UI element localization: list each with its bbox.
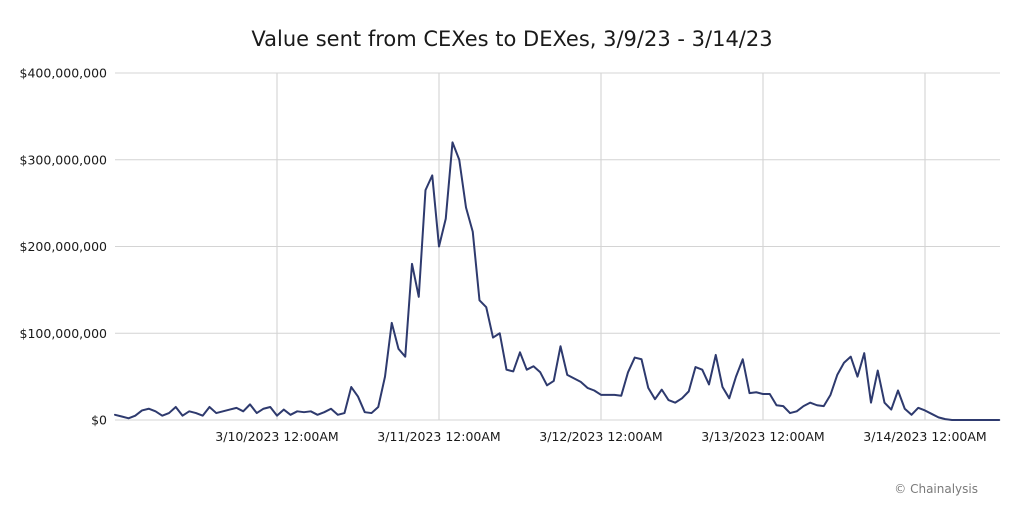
y-tick-label-0: $0 [91,413,107,428]
series-line [114,141,1001,421]
x-tick-label-3: 3/13/2023 12:00AM [701,429,824,444]
y-tick-label-2: $200,000,000 [20,239,108,254]
y-tick-label-1: $100,000,000 [20,326,108,341]
horizontal-gridlines [115,72,1000,421]
chart-title: Value sent from CEXes to DEXes, 3/9/23 -… [251,27,772,51]
x-tick-label-2: 3/12/2023 12:00AM [539,429,662,444]
x-tick-label-1: 3/11/2023 12:00AM [377,429,500,444]
x-tick-label-4: 3/14/2023 12:00AM [863,429,986,444]
y-tick-label-4: $400,000,000 [20,66,108,81]
x-axis-tick-labels: 3/10/2023 12:00AM 3/11/2023 12:00AM 3/12/2… [215,429,986,444]
x-tick-label-0: 3/10/2023 12:00AM [215,429,338,444]
y-tick-label-3: $300,000,000 [20,152,108,167]
chainalysis-credit: © Chainalysis [894,482,978,496]
y-axis-tick-labels: $0 $100,000,000 $200,000,000 $300,000,000 $4… [20,66,108,428]
